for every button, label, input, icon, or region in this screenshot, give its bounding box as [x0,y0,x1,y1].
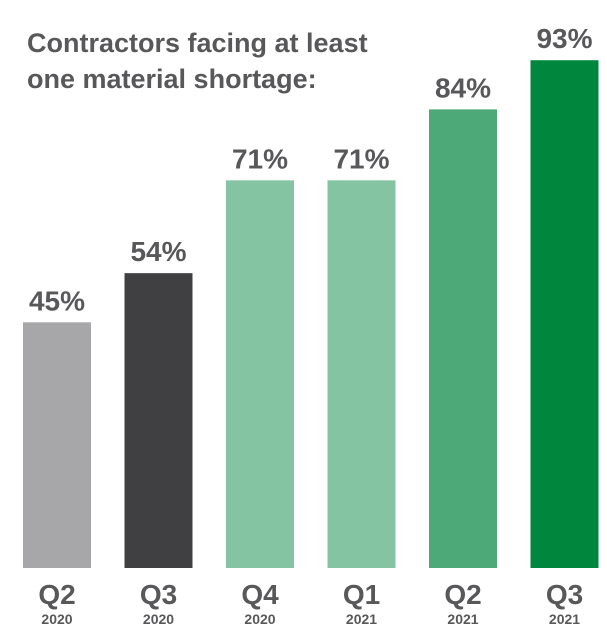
bar-q4-2020 [226,180,294,568]
bar-q1-2021 [327,180,396,568]
x-tick-quarter-label: Q1 [343,579,380,610]
x-tick-quarter-label: Q3 [140,579,177,610]
value-label: 54% [130,236,186,267]
x-tick-year-label: 2021 [447,611,478,627]
x-tick-quarter-label: Q4 [241,579,279,610]
x-tick-year-label: 2020 [244,611,275,627]
x-tick-year-label: 2021 [549,611,580,627]
bar-q2-2020 [23,322,91,568]
value-label: 84% [435,72,491,103]
value-label: 45% [29,285,85,316]
chart-title-line-1: Contractors facing at least [27,28,368,58]
x-tick-year-label: 2020 [41,611,72,627]
chart-title: Contractors facing at least one material… [27,28,368,94]
chart-title-line-2: one material shortage: [27,64,317,94]
value-label: 71% [333,143,389,174]
x-tick-quarter-label: Q2 [38,579,75,610]
x-tick-quarter-label: Q3 [546,579,583,610]
bars-group [23,60,599,569]
value-label: 71% [232,143,288,174]
bar-q2-2021 [429,109,497,569]
bar-q3-2020 [124,273,193,568]
value-labels-group: 45% 54% 71% 71% 84% 93% [29,23,593,316]
x-tick-year-label: 2020 [143,611,174,627]
bar-q3-2021 [530,60,599,568]
x-tick-year-label: 2021 [346,611,377,627]
value-label: 93% [536,23,592,54]
x-tick-quarter-label: Q2 [444,579,481,610]
